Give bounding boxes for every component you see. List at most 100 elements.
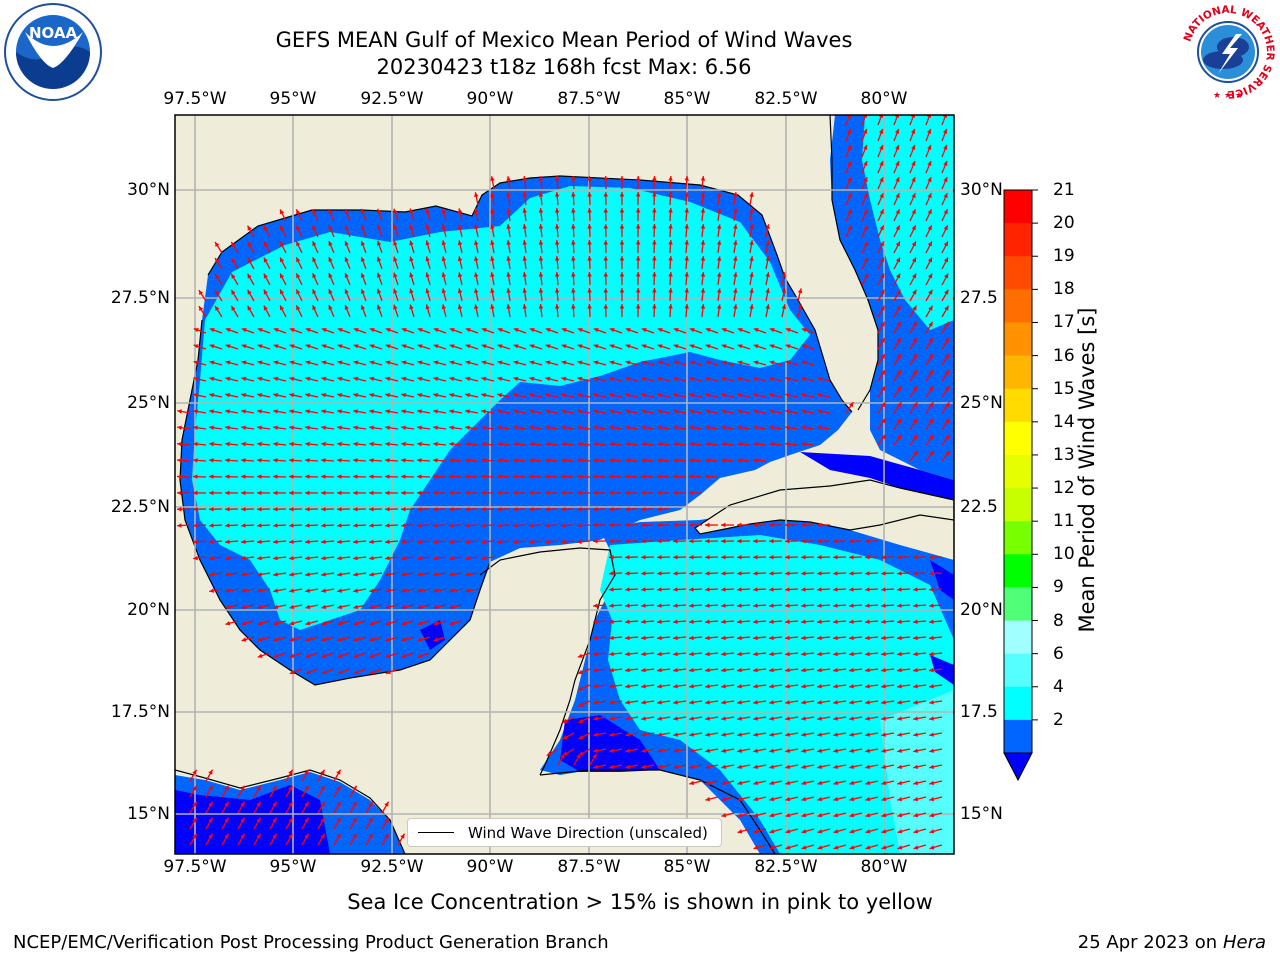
wind-arrow-head [273, 393, 279, 398]
wind-arrow-head [289, 539, 294, 545]
wind-arrow-head [849, 587, 854, 592]
wind-arrow-head [625, 458, 630, 463]
wind-arrow-head [684, 256, 689, 261]
wind-arrow-head [401, 523, 406, 528]
wind-arrow-head [490, 288, 495, 294]
wind-arrow-head [209, 425, 214, 431]
wind-arrow-head [641, 327, 647, 333]
wind-arrow-head [312, 273, 317, 279]
wind-arrow-head [209, 555, 214, 561]
wind-arrow-head [401, 327, 407, 333]
wind-arrow-head [765, 224, 770, 230]
wind-arrow-head [305, 637, 311, 642]
wind-arrow-head [689, 409, 694, 414]
wind-arrow-head [273, 555, 278, 561]
wind-arrow-head [192, 769, 197, 775]
wind-arrow-head [353, 653, 359, 658]
wind-arrow-head [700, 224, 706, 229]
wind-arrow-head [192, 785, 197, 791]
wind-arrow-head [705, 732, 711, 737]
wind-arrow-head [817, 522, 822, 528]
wind-arrow-head [769, 522, 774, 528]
wind-arrow-head [700, 176, 706, 181]
wind-arrow-head [247, 257, 252, 263]
wind-arrow-head [513, 393, 519, 398]
wind-arrow-head [881, 555, 886, 560]
wind-arrow-head [721, 538, 726, 544]
wind-arrow-head [625, 360, 631, 365]
wind-arrow-head [609, 425, 614, 431]
wind-arrow-head [641, 344, 647, 349]
wind-arrow-head [801, 587, 806, 592]
wind-arrow-head [753, 651, 758, 657]
wind-arrow-head [625, 716, 630, 721]
wind-arrow-head [721, 764, 727, 770]
sea-ice-notice: Sea Ice Concentration > 15% is shown in … [347, 890, 933, 914]
wind-arrow-head [769, 425, 774, 431]
wind-arrow-head [240, 801, 245, 807]
wind-arrow-head [927, 209, 932, 215]
wind-arrow-head [737, 603, 742, 608]
wind-arrow-head [833, 683, 838, 689]
wind-arrow-head [353, 637, 359, 642]
wind-arrow-head [571, 272, 576, 277]
wind-arrow-head [289, 588, 295, 593]
wind-arrow-head [587, 304, 592, 309]
yucatan-coast [479, 547, 616, 776]
wind-arrow-head [353, 621, 359, 626]
wind-arrow-head [337, 458, 342, 463]
wind-arrow-head [781, 304, 787, 310]
wind-arrow-head [241, 474, 246, 479]
wind-arrow-head [912, 337, 917, 343]
wind-arrow [893, 115, 899, 126]
colorbar-tick-label: 21 [1053, 180, 1075, 200]
wind-arrow-head [385, 344, 391, 349]
top-x-tick: 92.5°W [360, 89, 424, 109]
wind-arrow-head [369, 621, 375, 626]
wind-arrow-head [943, 144, 948, 150]
wind-arrow-head [577, 539, 582, 545]
wind-arrow-head [554, 240, 560, 245]
wind-arrow-head [257, 409, 262, 414]
wind-arrow-head [944, 337, 949, 343]
wind-arrow-head [417, 523, 422, 528]
wind-arrow-head [417, 539, 422, 545]
wind-arrow-head [554, 256, 560, 261]
wind-arrow-head [895, 225, 900, 231]
wind-arrow-head [753, 748, 759, 753]
colorbar-tick-label: 10 [1053, 544, 1075, 565]
wind-arrow-head [305, 409, 310, 414]
wind-arrow-head [225, 506, 230, 512]
wind-arrow-head [911, 193, 916, 199]
wind-arrow-head [593, 344, 599, 349]
wind-arrow-head [673, 474, 678, 479]
wind-arrow-head [506, 304, 511, 309]
wind-arrow-head [593, 425, 598, 431]
wind-arrow-head [529, 344, 535, 349]
wind-arrow-head [737, 716, 742, 721]
wind-arrow-head [560, 753, 565, 759]
wind-arrow-head [689, 327, 695, 333]
colorbar-extend-triangle [1003, 752, 1033, 782]
wind-arrow-head [561, 425, 566, 431]
wind-arrow-head [737, 571, 742, 576]
wind-arrow-head [929, 619, 934, 625]
wind-arrow-head [619, 304, 625, 309]
wind-arrow-head [481, 490, 486, 496]
wind-arrow-head [881, 748, 887, 753]
wind-arrow-head [895, 144, 900, 150]
wind-arrow-head [945, 434, 950, 440]
wind-arrow-head [785, 812, 791, 818]
colorbar-segments [1003, 189, 1038, 754]
wind-arrow-head [928, 305, 933, 311]
wind-arrow-head [928, 370, 934, 376]
wind-arrow-head [705, 603, 710, 608]
wind-arrow-head [927, 193, 932, 199]
wind-arrow-head [385, 588, 391, 593]
wind-arrow-head [305, 523, 310, 528]
wind-arrow-head [257, 588, 263, 593]
wind-arrow-head [256, 833, 261, 839]
wind-arrow-head [344, 304, 349, 310]
wind-arrow-head [198, 290, 204, 296]
wind-arrow-head [337, 506, 342, 512]
